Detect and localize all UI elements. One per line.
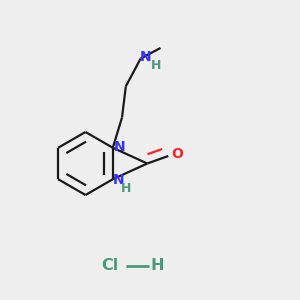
Text: H: H [150, 58, 161, 72]
Text: N: N [140, 50, 151, 64]
Text: Cl: Cl [101, 258, 118, 273]
Text: N: N [114, 140, 125, 154]
Text: H: H [151, 258, 164, 273]
Text: N: N [113, 173, 124, 187]
Text: H: H [121, 182, 131, 195]
Text: O: O [171, 147, 183, 161]
